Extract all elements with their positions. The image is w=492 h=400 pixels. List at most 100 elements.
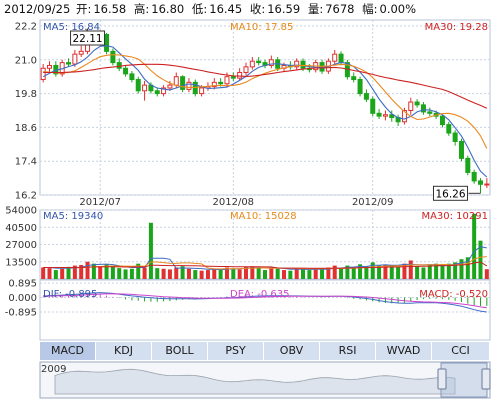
quote-date: 2012/09/25 xyxy=(4,2,71,16)
high-price: 高: 16.80 xyxy=(133,2,185,16)
high-marker-label: 22.11 xyxy=(73,33,103,45)
volume-bar xyxy=(60,268,65,279)
volume-bar xyxy=(370,262,375,279)
candle-body xyxy=(363,93,369,100)
macd-dif-label: DIF: -0.895 xyxy=(43,289,97,300)
candle-body xyxy=(154,90,160,95)
volume-bar xyxy=(199,270,204,279)
volume-bar xyxy=(472,213,477,279)
volume-bar xyxy=(104,264,109,279)
tab-wvad[interactable]: WVAD xyxy=(376,342,432,360)
volume-bar xyxy=(205,270,210,279)
macd-dea-label: DEA: -0.635 xyxy=(230,289,289,300)
candle-body xyxy=(484,183,490,186)
volume-bar xyxy=(142,267,147,279)
tab-obv[interactable]: OBV xyxy=(264,342,320,360)
volume-bar xyxy=(427,264,432,279)
candle-body xyxy=(224,76,230,85)
price-y-tick: 16.2 xyxy=(15,191,37,202)
price-x-tick: 2012/09 xyxy=(352,197,394,208)
volume-ma10-line xyxy=(43,256,487,270)
tab-rsi[interactable]: RSI xyxy=(320,342,376,360)
volume-bar xyxy=(231,268,236,279)
macd-dea-line xyxy=(43,293,487,309)
volume-y-tick: 13500 xyxy=(5,257,37,268)
volume-bar xyxy=(288,270,293,279)
volume-bar xyxy=(294,268,299,279)
navigator-right-handle[interactable] xyxy=(481,368,491,390)
volume-bar xyxy=(275,268,280,279)
quote-header: 2012/09/25 开: 16.58 高: 16.80 低: 16.45 收: 16.… xyxy=(4,0,420,18)
tab-cci[interactable]: CCI xyxy=(432,342,490,360)
candle-body xyxy=(446,124,452,134)
tab-macd[interactable]: MACD xyxy=(40,342,96,360)
candle-body xyxy=(72,53,78,65)
candle-body xyxy=(66,62,72,65)
volume-y-tick: 27000 xyxy=(5,240,37,251)
price-ma10-label: MA10: 17.85 xyxy=(230,22,293,33)
price-ma5-line xyxy=(42,45,488,178)
volume-ma30-line xyxy=(43,261,488,269)
candle-body xyxy=(199,87,205,95)
volume-bar xyxy=(364,266,369,279)
macd-panel-frame xyxy=(39,279,491,341)
candle-body xyxy=(78,50,84,55)
volume-bar xyxy=(79,264,84,279)
price-ma10-line xyxy=(43,54,488,149)
volume-bar xyxy=(250,266,255,279)
volume-bar xyxy=(332,265,337,279)
tab-psy[interactable]: PSY xyxy=(208,342,264,360)
navigator-selection-window xyxy=(440,362,488,398)
volume-bar xyxy=(402,263,407,279)
candle-body xyxy=(230,76,236,79)
low-marker-label: 16.26 xyxy=(435,188,465,200)
volume-bar xyxy=(345,265,350,279)
candle-body xyxy=(338,53,344,64)
volume-ma5-label: MA5: 19340 xyxy=(43,211,103,222)
candle-body xyxy=(192,81,198,95)
open-price: 开: 16.58 xyxy=(75,2,127,16)
tab-kdj[interactable]: KDJ xyxy=(96,342,152,360)
candle-body xyxy=(370,98,376,114)
high-marker-box xyxy=(70,30,106,46)
macd-y-tick: 0.000 xyxy=(8,293,37,304)
candle-body xyxy=(104,33,110,52)
volume-bar xyxy=(53,270,58,279)
price-x-tick: 2012/08 xyxy=(213,197,255,208)
candle-body xyxy=(173,76,179,86)
volume-bar xyxy=(313,268,318,279)
volume-bar xyxy=(243,266,248,279)
price-x-tick: 2012/07 xyxy=(79,197,121,208)
volume-bar xyxy=(320,269,325,279)
navigator-left-handle[interactable] xyxy=(437,368,447,390)
price-ma5-label: MA5: 16.84 xyxy=(43,22,100,33)
candle-body xyxy=(477,180,483,185)
candle-body xyxy=(414,101,420,106)
candle-body xyxy=(294,60,300,68)
volume-y-tick: 54000 xyxy=(5,206,37,217)
macd-y-tick: 0.895 xyxy=(8,279,37,290)
price-y-tick: 21.0 xyxy=(15,55,37,66)
volume-bar xyxy=(129,268,134,279)
price-y-tick: 17.4 xyxy=(15,157,37,168)
volume-bar xyxy=(282,270,287,279)
volume-bar xyxy=(237,269,242,279)
candle-body xyxy=(376,112,382,117)
candle-body xyxy=(180,76,186,90)
volume-bar xyxy=(301,269,306,279)
candle-body xyxy=(40,67,46,81)
volume-bar xyxy=(465,257,470,279)
volume-bar xyxy=(136,263,141,279)
price-y-tick: 18.6 xyxy=(15,123,37,134)
candle-body xyxy=(458,140,464,159)
volume-bar xyxy=(186,268,191,279)
candle-body xyxy=(135,79,141,92)
tab-boll[interactable]: BOLL xyxy=(152,342,208,360)
volume-bar xyxy=(123,269,128,279)
candle-body xyxy=(47,64,53,69)
macd-y-tick: -0.895 xyxy=(5,308,37,319)
candle-body xyxy=(357,79,363,95)
candle-body xyxy=(237,71,243,79)
volume-bar xyxy=(47,268,52,279)
